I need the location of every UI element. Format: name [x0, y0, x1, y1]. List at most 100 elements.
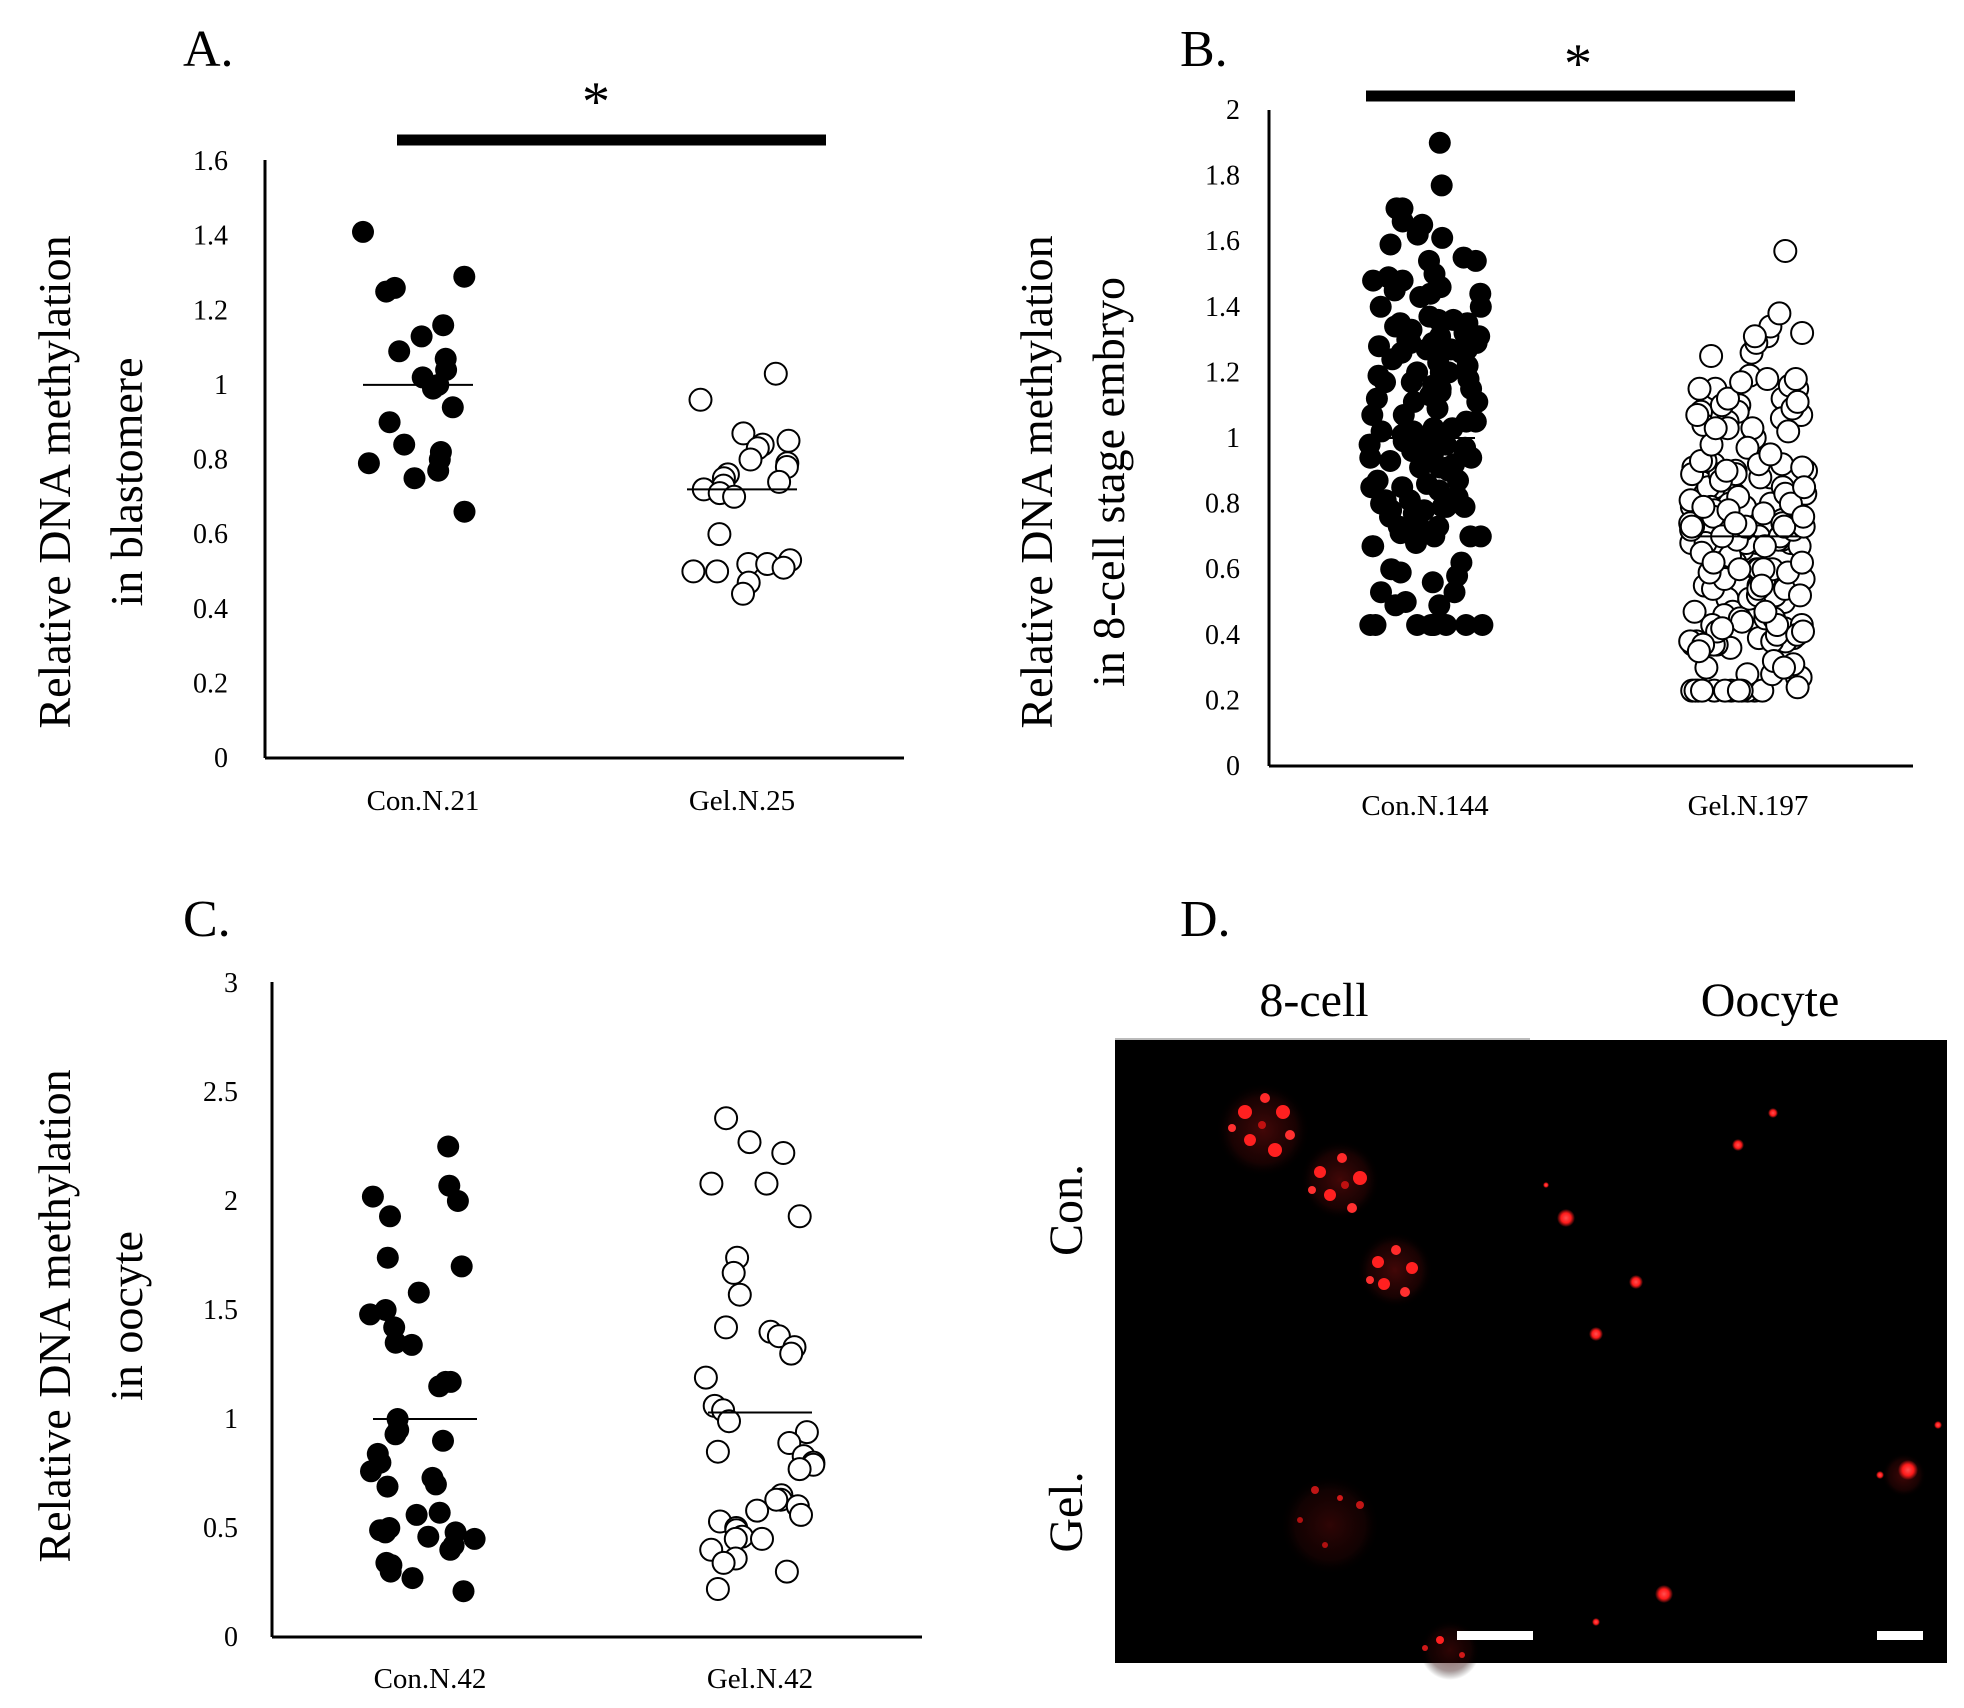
- data-point-gel: [1687, 376, 1712, 401]
- data-point-gel: [727, 1282, 752, 1307]
- data-point-con: [428, 1501, 451, 1524]
- data-point-con: [1402, 390, 1425, 413]
- oocyte-spot: [1934, 1421, 1942, 1429]
- data-point-gel: [1742, 324, 1767, 349]
- data-point-con: [1446, 564, 1469, 587]
- data-point-gel: [1726, 678, 1751, 703]
- panel-c-category-con: Con.N.42: [374, 1663, 487, 1695]
- data-point-gel: [1790, 455, 1815, 480]
- column-label-oocyte: Oocyte: [1701, 974, 1840, 1027]
- data-point-gel: [688, 387, 713, 412]
- data-point-gel: [693, 1365, 718, 1390]
- y-tick-label: 1.4: [1205, 292, 1240, 323]
- data-point-con: [428, 1375, 451, 1398]
- y-tick-label: 1.6: [193, 146, 228, 177]
- data-point-con: [1361, 535, 1384, 558]
- data-point-con: [1406, 361, 1429, 384]
- data-point-gel: [714, 1106, 739, 1131]
- data-point-con: [1427, 308, 1450, 331]
- panel-a-ylabel-line1: Relative DNA methylation: [29, 235, 80, 728]
- y-tick-label: 2: [1226, 95, 1240, 126]
- data-point-gel: [699, 1171, 724, 1196]
- data-point-con: [422, 377, 444, 400]
- data-point-con: [357, 452, 380, 475]
- data-point-gel: [776, 428, 801, 453]
- data-point-gel: [1735, 435, 1760, 460]
- data-point-gel: [711, 1550, 736, 1575]
- oocyte-spot: [1543, 1182, 1549, 1188]
- data-point-gel: [738, 447, 763, 472]
- data-point-con: [1428, 479, 1451, 502]
- panel-a-y-ticks: 0 0.2 0.4 0.6 0.8 1 1.2 1.4 1.6: [193, 146, 228, 774]
- panel-b: B. * Relative DNA methylation in 8-cell …: [1011, 21, 1913, 822]
- data-point-gel: [1772, 514, 1797, 539]
- data-point-gel: [1716, 386, 1740, 411]
- data-point-con: [1428, 131, 1451, 154]
- panel-d-micrograph: D. 8-cell Oocyte Con. Gel.: [1040, 891, 1947, 1680]
- data-point-con: [1391, 197, 1414, 220]
- data-point-con: [1419, 282, 1442, 305]
- data-point-con: [1391, 423, 1414, 446]
- data-point-con: [463, 1527, 486, 1550]
- data-point-con: [1398, 489, 1421, 512]
- y-tick-label: 0.5: [203, 1513, 238, 1544]
- data-point-con: [1379, 450, 1402, 472]
- data-point-con: [1431, 226, 1454, 249]
- oocyte-spot: [1557, 1209, 1575, 1227]
- data-point-gel: [1776, 419, 1801, 444]
- oocyte-spot: [1768, 1108, 1778, 1118]
- oocyte-spot: [1592, 1618, 1600, 1626]
- scale-bar-oocyte: [1877, 1631, 1923, 1640]
- data-point-con: [1452, 246, 1475, 269]
- data-point-gel: [1788, 583, 1812, 608]
- data-point-gel: [1751, 501, 1776, 526]
- row-label-con: Con.: [1040, 1164, 1093, 1256]
- data-point-gel: [1752, 534, 1777, 559]
- data-point-con: [1430, 174, 1453, 197]
- y-tick-label: 1: [1226, 423, 1240, 454]
- data-point-gel: [745, 1498, 770, 1523]
- data-point-con: [361, 1185, 384, 1208]
- column-label-8cell: 8-cell: [1259, 974, 1368, 1027]
- y-tick-label: 1.4: [193, 221, 228, 252]
- data-point-gel: [1791, 504, 1816, 529]
- data-point-con: [1414, 430, 1437, 453]
- panel-c-points: [359, 1106, 826, 1603]
- data-point-con: [1443, 581, 1466, 604]
- data-point-gel: [763, 361, 788, 386]
- y-tick-label: 1: [224, 1404, 238, 1435]
- data-point-con: [427, 459, 450, 482]
- data-point-con: [1471, 614, 1494, 636]
- y-tick-label: 0: [224, 1622, 238, 1653]
- data-point-con: [432, 1429, 454, 1452]
- y-tick-label: 1: [214, 370, 228, 401]
- y-tick-label: 0: [214, 743, 228, 774]
- data-point-con: [437, 1135, 460, 1158]
- data-point-con: [1460, 377, 1483, 400]
- data-point-gel: [1783, 367, 1808, 391]
- embryo-cell: [1420, 1620, 1480, 1680]
- data-point-con: [352, 220, 374, 243]
- data-point-con: [1465, 331, 1488, 354]
- y-tick-label: 0.2: [1205, 685, 1240, 716]
- data-point-con: [1360, 476, 1383, 499]
- panel-c-ylabel-line1: Relative DNA methylation: [29, 1069, 80, 1562]
- data-point-gel: [1682, 599, 1707, 624]
- panel-a-ylabel-line2: in blastomere: [101, 357, 152, 606]
- data-point-con: [424, 1473, 447, 1496]
- data-point-con: [1469, 525, 1492, 548]
- panel-b-category-con: Con.N.144: [1361, 790, 1489, 822]
- data-point-con: [1446, 486, 1469, 508]
- data-point-con: [1428, 456, 1451, 479]
- data-point-gel: [1727, 557, 1752, 582]
- data-point-con: [1429, 325, 1452, 348]
- data-point-con: [401, 1567, 424, 1590]
- data-point-gel: [1753, 599, 1778, 624]
- panel-d-label: D.: [1180, 891, 1231, 948]
- y-tick-label: 3: [224, 968, 238, 999]
- panel-a-significance: *: [582, 71, 610, 133]
- oocyte-spot: [1589, 1327, 1603, 1341]
- panel-b-points: [1358, 131, 1818, 703]
- data-point-con: [1391, 269, 1414, 292]
- data-point-con: [1434, 433, 1457, 456]
